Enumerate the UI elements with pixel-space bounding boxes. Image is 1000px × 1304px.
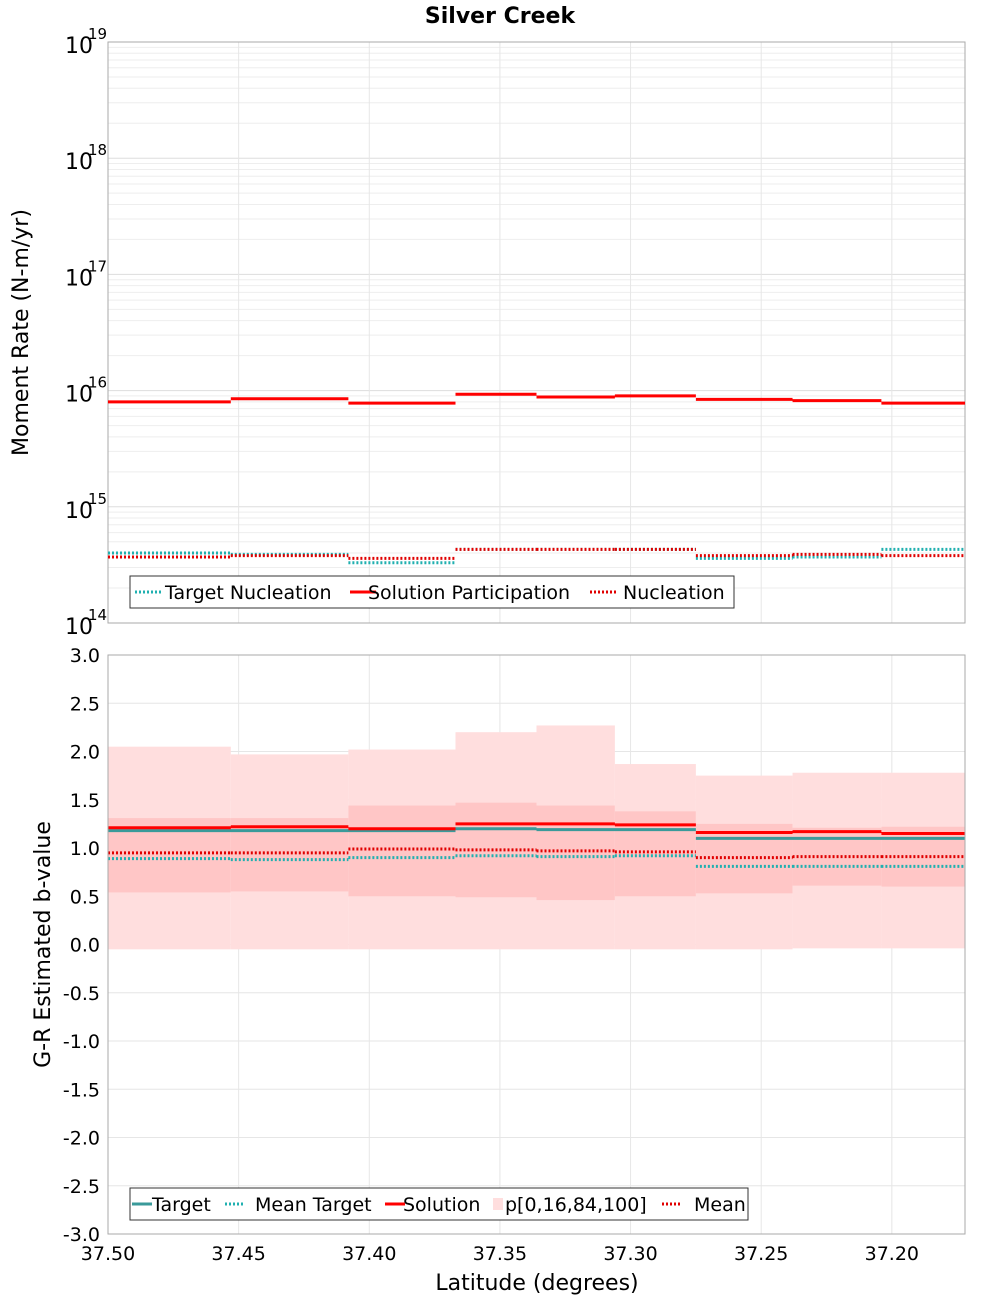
series-mean [108,847,965,860]
series-target [108,827,965,840]
legend-box [129,575,735,609]
y-tick-label: 10 [65,615,93,640]
y-tick-exponent: 16 [88,374,107,392]
legend-label: p[0,16,84,100] [505,1194,647,1216]
chart-title: Silver Creek [425,4,577,29]
y-tick-label: 10 [65,266,93,291]
y-tick-label: 10 [65,383,93,408]
plot-frame [107,41,966,624]
y-axis-label: G-R Estimated b-value [31,821,56,1068]
x-tick-label: 37.30 [603,1243,657,1265]
x-tick-label: 37.45 [211,1243,265,1265]
y-tick-label: 0.0 [70,935,100,957]
b-value-plot: -3.0 -2.5 -2.0 -1.5 -1.0 -0.5 0.0 0.5 1.0 1.5 2.0 2… [31,645,966,1265]
legend-label: Solution [403,1194,480,1216]
legend-label: Target Nucleation [164,582,332,604]
y-tick-label: 10 [65,499,93,524]
plot-area [108,42,965,623]
band-p16-p84 [230,818,349,892]
series-solution [108,822,965,836]
y-tick-label: -0.5 [63,983,100,1005]
y-tick-label: 0.5 [70,886,100,908]
y-tick-exponent: 19 [88,25,107,43]
x-axis-label: Latitude (degrees) [435,1271,638,1296]
x-tick-label: 37.20 [865,1243,919,1265]
band-p16-p84 [348,805,456,897]
y-tick-label: 1.5 [70,790,100,812]
legend-bottom: Target Mean Target Solution p[0,16,84,100] M… [129,1187,749,1221]
legend-label: Nucleation [623,582,725,604]
legend-label: Target [151,1194,211,1216]
y-tick-label: 1.0 [70,838,100,860]
x-tick-label: 37.35 [473,1243,527,1265]
y-tick-label: 2.0 [70,742,100,764]
legend-swatch [493,1198,503,1210]
series-mean-target [108,854,965,868]
y-tick-label: 3.0 [70,645,100,667]
y-tick-label: -2.0 [63,1128,100,1150]
band-p16-p84 [536,805,615,901]
y-tick-exponent: 17 [88,257,107,275]
legend-label: Mean Target [255,1194,372,1216]
plot-frame [107,654,966,1235]
x-tick-label: 37.25 [734,1243,788,1265]
legend-top: Target Nucleation Solution Participation N… [129,575,735,609]
y-tick-label: -2.5 [63,1176,100,1198]
x-tick-label: 37.40 [342,1243,396,1265]
y-tick-label: 2.5 [70,693,100,715]
legend-label: Solution Participation [368,582,570,604]
y-tick-label: -1.0 [63,1031,100,1053]
series-solution-participation [108,392,965,405]
y-tick-label: 10 [65,34,93,59]
series-nucleation [108,547,965,560]
y-tick-exponent: 15 [88,490,107,508]
y-axis-label: Moment Rate (N-m/yr) [9,209,34,456]
y-tick-label: -3.0 [63,1224,100,1246]
y-tick-exponent: 18 [88,141,107,159]
y-tick-label: 10 [65,150,93,175]
y-tick-exponent: 14 [88,606,107,624]
x-tick-label: 37.50 [81,1243,135,1265]
y-tick-label: -1.5 [63,1079,100,1101]
legend-label: Mean [694,1194,746,1216]
